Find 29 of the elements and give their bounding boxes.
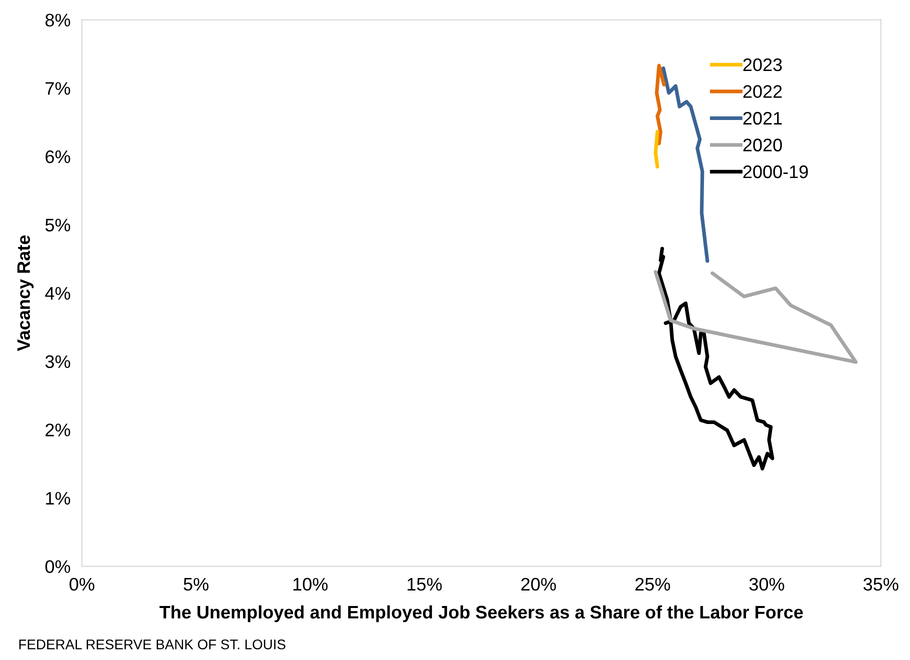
y-tick-label: 0%: [45, 560, 70, 573]
legend-label: 2021: [743, 112, 782, 125]
x-tick-label: 10%: [293, 578, 328, 591]
legend-label: 2000-19: [743, 165, 808, 178]
line-series: [657, 246, 774, 470]
legend-label: 2020: [743, 138, 782, 152]
line-series: [654, 64, 666, 146]
y-axis-title: Vacancy Rate: [17, 235, 34, 352]
y-tick-label: 2%: [46, 424, 70, 436]
y-tick-label: 1%: [46, 492, 70, 505]
line-series: [662, 66, 710, 263]
x-tick-label: 5%: [184, 578, 208, 591]
x-tick-label: 20%: [521, 578, 556, 591]
y-tick-label: 4%: [45, 287, 70, 300]
y-tick-label: 5%: [45, 218, 70, 232]
text: FEDERAL RESERVE BANK OF ST. LOUIS: [19, 640, 286, 650]
y-tick-label: 6%: [46, 150, 70, 164]
x-tick-label: 15%: [408, 578, 442, 591]
y-tick-label: 7%: [46, 82, 70, 95]
legend-label: 2023: [743, 58, 782, 72]
legend-label: 2022: [743, 85, 782, 98]
x-tick-label: 30%: [749, 578, 784, 591]
x-tick-label: 25%: [635, 578, 670, 591]
x-tick-label: 35%: [864, 578, 898, 591]
y-tick-label: 3%: [45, 355, 70, 368]
line-series: [654, 270, 858, 364]
x-tick-label: 0%: [70, 578, 94, 591]
y-tick-label: 8%: [45, 14, 70, 27]
x-axis-title: The Unemployed and Employed Job Seekers as a Share of the Labor Force: [160, 605, 803, 622]
